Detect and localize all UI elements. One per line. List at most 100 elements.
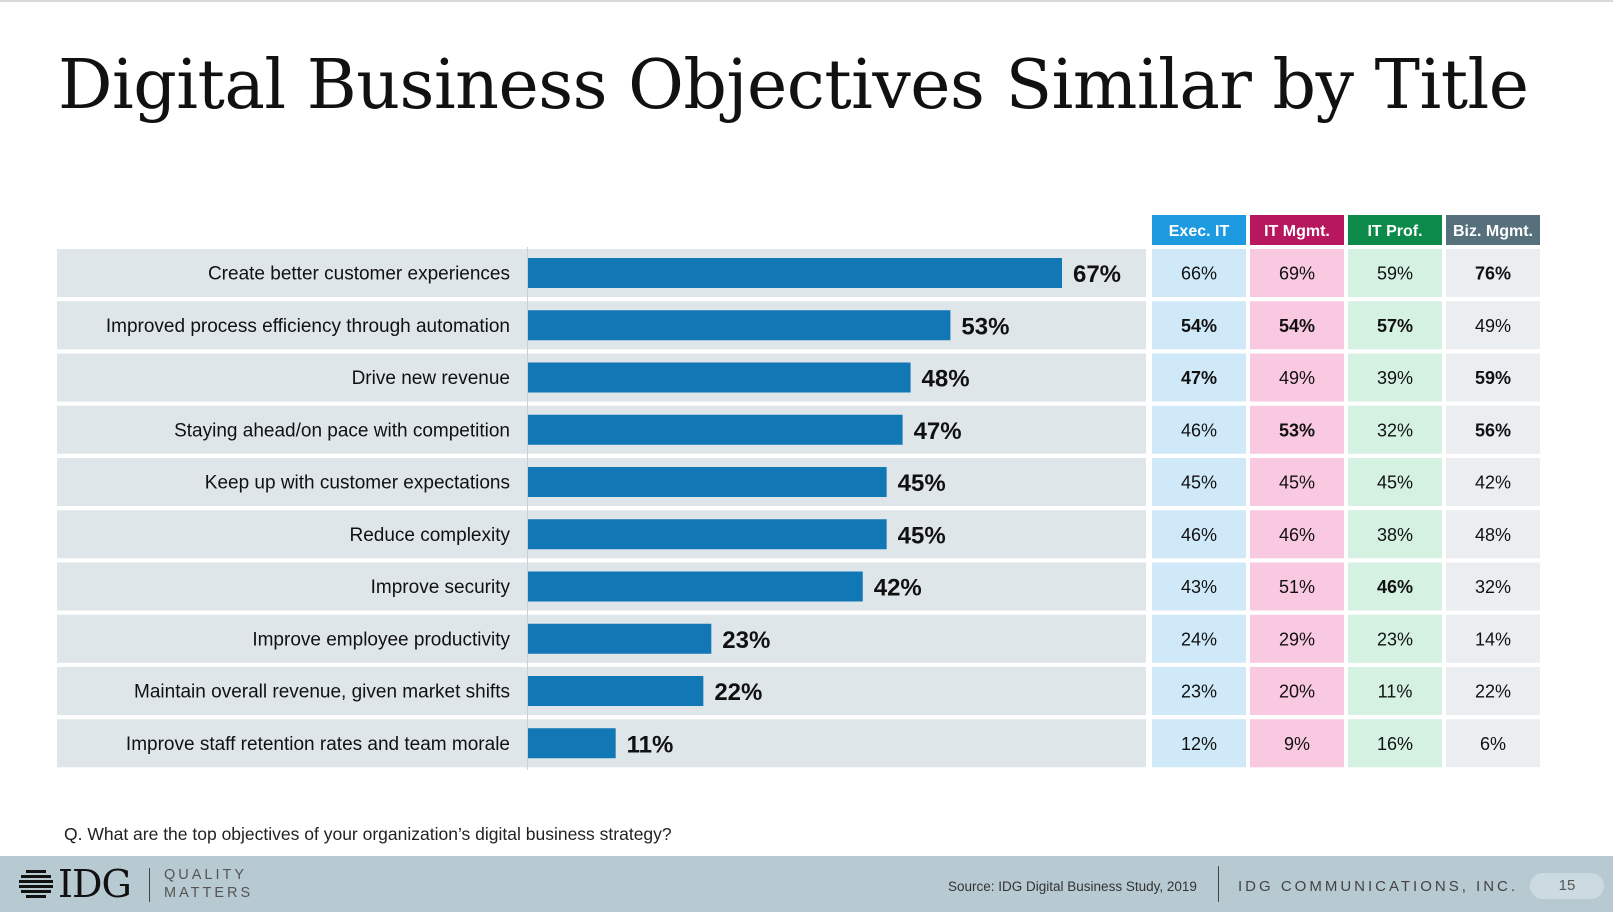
logo-divider <box>149 868 150 902</box>
globe-icon <box>19 870 53 898</box>
table-cell-bg <box>1446 510 1540 559</box>
table-cell: 14% <box>1475 629 1511 649</box>
table-cell: 20% <box>1279 682 1315 702</box>
tagline: QUALITY MATTERS <box>164 866 253 902</box>
tagline-line-1: QUALITY <box>164 867 248 883</box>
table-cell: 57% <box>1377 316 1413 336</box>
bar <box>528 310 951 341</box>
table-cell: 9% <box>1284 734 1310 754</box>
table-cell-bg <box>1348 614 1442 663</box>
table-cell: 16% <box>1377 734 1413 754</box>
bar <box>528 728 616 759</box>
table-cell-bg <box>1152 405 1246 454</box>
column-header-bg <box>1152 215 1246 245</box>
column-header-bg <box>1446 215 1540 245</box>
table-cell: 45% <box>1377 473 1413 493</box>
table-cell: 49% <box>1279 368 1315 388</box>
column-header: Biz. Mgmt. <box>1453 223 1533 240</box>
bar <box>528 623 712 654</box>
table-cell-bg <box>1152 458 1246 506</box>
table-cell: 39% <box>1377 368 1413 388</box>
table-cell-bg <box>1250 614 1344 663</box>
footer-bar: IDG QUALITY MATTERS Source: IDG Digital … <box>0 856 1613 912</box>
table-cell-bg <box>1250 510 1344 559</box>
category-label: Staying ahead/on pace with competition <box>174 420 510 441</box>
bar-value-label: 45% <box>898 522 946 549</box>
table-cell-bg <box>1446 667 1540 715</box>
bar-value-label: 42% <box>874 575 922 602</box>
logo-wordmark: IDG <box>58 862 132 906</box>
bar-value-label: 47% <box>914 418 962 445</box>
category-label: Improve staff retention rates and team m… <box>126 734 510 755</box>
bar-value-label: 11% <box>627 731 674 758</box>
table-cell-bg <box>1348 719 1442 768</box>
table-cell-bg <box>1250 249 1344 297</box>
category-label: Improve employee productivity <box>252 629 510 650</box>
table-cell: 51% <box>1279 577 1315 597</box>
column-header: IT Mgmt. <box>1264 223 1330 240</box>
table-cell: 22% <box>1475 682 1511 702</box>
table-cell: 53% <box>1279 420 1315 440</box>
table-cell: 46% <box>1279 525 1315 545</box>
table-cell-bg <box>1152 301 1246 350</box>
column-header: Exec. IT <box>1169 223 1230 240</box>
bar-value-label: 45% <box>898 470 946 497</box>
table-cell-bg <box>1250 719 1344 768</box>
category-label: Improve security <box>371 577 511 598</box>
company-name: IDG COMMUNICATIONS, INC. <box>1238 878 1519 895</box>
bar <box>528 258 1062 288</box>
table-cell-bg <box>1348 562 1442 611</box>
table-cell: 23% <box>1377 629 1413 649</box>
table-cell-bg <box>1250 353 1344 402</box>
table-cell: 11% <box>1378 682 1413 702</box>
bar <box>528 519 887 550</box>
bar-value-label: 53% <box>961 313 1009 340</box>
table-cell-bg <box>1348 458 1442 506</box>
top-border-line <box>0 0 1613 2</box>
table-cell-bg <box>1446 405 1540 454</box>
table-cell: 59% <box>1377 264 1413 284</box>
table-cell: 29% <box>1279 629 1315 649</box>
bar-value-label: 22% <box>714 679 762 706</box>
bar <box>528 467 887 497</box>
tagline-line-2: MATTERS <box>164 885 254 901</box>
table-cell: 42% <box>1475 473 1511 493</box>
page-title: Digital Business Objectives Similar by T… <box>58 46 1529 125</box>
table-cell-bg <box>1348 353 1442 402</box>
bar-value-label: 48% <box>922 366 970 393</box>
table-cell: 54% <box>1279 316 1315 336</box>
table-cell-bg <box>1152 719 1246 768</box>
source-note: Source: IDG Digital Business Study, 2019 <box>948 879 1197 894</box>
bar <box>528 414 903 445</box>
table-cell-bg <box>1250 458 1344 506</box>
table-cell: 45% <box>1279 473 1315 493</box>
table-cell-bg <box>1152 353 1246 402</box>
survey-question: Q. What are the top objectives of your o… <box>64 824 672 844</box>
table-cell: 47% <box>1181 368 1217 388</box>
table-cell: 23% <box>1181 682 1217 702</box>
table-cell-bg <box>1446 301 1540 350</box>
bar <box>528 571 863 602</box>
table-cell: 45% <box>1181 473 1217 493</box>
table-cell: 12% <box>1181 734 1217 754</box>
table-cell-bg <box>1348 405 1442 454</box>
table-cell: 46% <box>1377 577 1413 597</box>
table-cell-bg <box>1446 614 1540 663</box>
table-cell-bg <box>1446 249 1540 297</box>
table-cell-bg <box>1250 667 1344 715</box>
bar-value-label: 23% <box>722 627 770 654</box>
table-cell: 49% <box>1475 316 1511 336</box>
table-cell: 46% <box>1181 525 1217 545</box>
table-cell-bg <box>1152 614 1246 663</box>
bar <box>528 362 911 393</box>
table-cell-bg <box>1250 301 1344 350</box>
table-cell: 56% <box>1475 420 1511 440</box>
column-header-bg <box>1250 215 1344 245</box>
footer-divider <box>1218 866 1219 902</box>
table-cell: 69% <box>1279 264 1315 284</box>
table-cell-bg <box>1348 667 1442 715</box>
table-cell-bg <box>1250 562 1344 611</box>
table-cell-bg <box>1446 458 1540 506</box>
page-number: 15 <box>1530 873 1604 899</box>
column-header: IT Prof. <box>1367 223 1422 240</box>
